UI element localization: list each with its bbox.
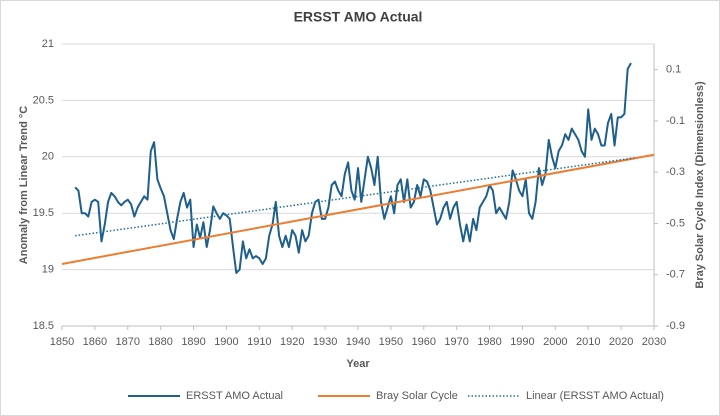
y2-tick-label: -0.7: [666, 269, 685, 281]
y2-tick-label: -0.5: [666, 217, 685, 229]
series-line: [75, 157, 635, 237]
y-tick-label: 19: [42, 264, 54, 276]
x-tick-label: 1890: [181, 336, 205, 348]
x-tick-label: 1910: [247, 336, 271, 348]
x-tick-label: 1900: [214, 336, 238, 348]
x-tick-label: 1920: [280, 336, 304, 348]
y-tick-label: 20: [42, 151, 54, 163]
x-tick-label: 1990: [510, 336, 534, 348]
x-tick-label: 1850: [50, 336, 74, 348]
x-axis-title: Year: [346, 358, 370, 370]
y2-tick-label: 0.1: [666, 64, 681, 76]
legend-label: Linear (ERSST AMO Actual): [526, 390, 664, 402]
x-tick-label: 1980: [477, 336, 501, 348]
x-tick-label: 1870: [116, 336, 140, 348]
series-line: [61, 153, 655, 265]
legend-label: ERSST AMO Actual: [186, 390, 283, 402]
y-tick-label: 20.5: [33, 94, 54, 106]
x-tick-label: 1960: [412, 336, 436, 348]
x-tick-label: 1930: [313, 336, 337, 348]
x-tick-label: 2020: [609, 336, 633, 348]
series-line: [74, 62, 632, 274]
y-tick-label: 19.5: [33, 207, 54, 219]
y-tick-label: 18.5: [33, 320, 54, 332]
y2-axis-title: Bray Solar Cycle Index (Dimensionless): [694, 81, 706, 289]
x-tick-label: 1880: [148, 336, 172, 348]
y2-tick-label: -0.3: [666, 166, 685, 178]
x-tick-label: 1950: [379, 336, 403, 348]
y-tick-label: 21: [42, 38, 54, 50]
x-tick-label: 1940: [346, 336, 370, 348]
y2-tick-label: -0.9: [666, 320, 685, 332]
x-tick-label: 1970: [444, 336, 468, 348]
x-tick-label: 1860: [83, 336, 107, 348]
y2-tick-label: -0.1: [666, 115, 685, 127]
legend-label: Bray Solar Cycle: [376, 390, 458, 402]
chart-title: ERSST AMO Actual: [294, 9, 423, 25]
x-tick-label: 2010: [576, 336, 600, 348]
x-tick-label: 2000: [543, 336, 567, 348]
y-axis-title: Anomaly from Linear Trend °C: [18, 106, 30, 264]
x-tick-label: 2030: [642, 336, 666, 348]
